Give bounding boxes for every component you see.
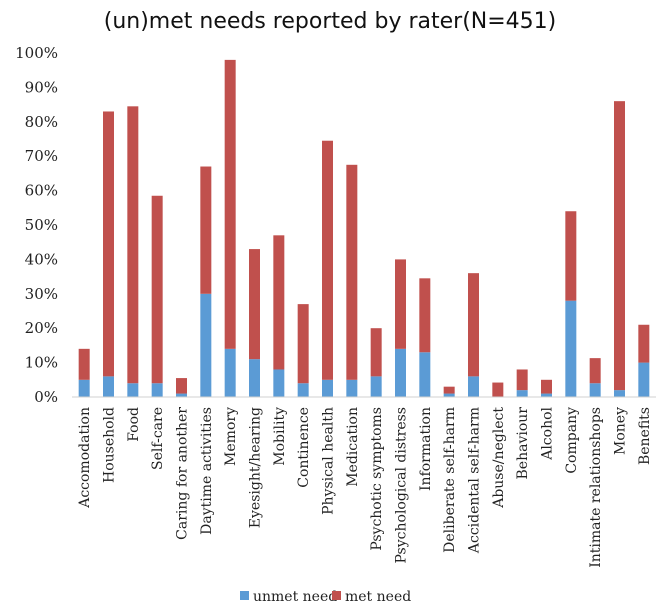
x-category-label: Abuse/neglect <box>491 407 507 509</box>
bar-unmet-need <box>443 393 455 397</box>
x-category-label: Deliberate self-harm <box>442 407 458 553</box>
legend-label: met need <box>345 589 411 605</box>
x-category-label: Food <box>126 407 142 442</box>
bar-unmet-need <box>273 369 285 397</box>
bar-unmet-need <box>127 383 139 397</box>
bar-unmet-need <box>541 393 552 397</box>
bar-met-need <box>541 379 552 394</box>
bar-met-need <box>589 358 601 384</box>
x-category-label: Mobility <box>272 407 288 466</box>
bar-unmet-need <box>78 379 90 397</box>
bar-unmet-need <box>638 362 650 397</box>
bar-met-need <box>249 249 260 360</box>
y-tick-label: 40% <box>25 250 58 268</box>
bar-unmet-need <box>176 393 187 397</box>
bar-met-need <box>78 348 90 380</box>
y-tick-label: 80% <box>25 113 58 131</box>
bar-met-need <box>127 106 139 384</box>
y-tick-label: 0% <box>34 388 58 406</box>
bar-unmet-need <box>468 376 479 397</box>
y-tick-label: 90% <box>25 78 58 96</box>
legend-swatch <box>332 591 341 600</box>
bar-unmet-need <box>200 293 212 397</box>
bar-met-need <box>468 273 479 377</box>
legend: unmet need met need <box>240 589 411 605</box>
x-axis-labels: Accomodation Household Food Self-care Caring… <box>77 406 653 567</box>
legend-swatch <box>240 591 249 600</box>
bar-met-need <box>492 382 504 397</box>
x-category-label: Company <box>564 407 580 474</box>
y-tick-label: 20% <box>25 319 58 337</box>
bar-met-need <box>176 378 187 394</box>
bar-unmet-need <box>419 352 431 397</box>
y-tick-label: 60% <box>25 182 58 200</box>
bar-unmet-need <box>224 348 236 397</box>
y-tick-label: 50% <box>25 216 58 234</box>
bars <box>78 59 650 397</box>
bar-unmet-need <box>589 383 601 397</box>
x-category-label: Intimate relationshops <box>588 407 604 568</box>
bar-met-need <box>346 164 358 380</box>
bar-met-need <box>103 111 114 377</box>
x-category-label: Daytime activities <box>199 407 215 535</box>
bar-unmet-need <box>614 390 625 397</box>
y-tick-label: 10% <box>25 354 58 372</box>
x-category-label: Alcohol <box>540 406 556 460</box>
legend-label: unmet need <box>253 589 337 605</box>
x-category-label: Physical health <box>321 407 337 515</box>
bar-unmet-need <box>151 383 163 397</box>
bar-unmet-need <box>322 379 333 397</box>
bar-met-need <box>322 140 333 380</box>
x-category-label: Eyesight/hearing <box>248 407 264 528</box>
bar-met-need <box>200 166 212 294</box>
bar-met-need <box>395 259 406 349</box>
bar-unmet-need <box>103 376 114 397</box>
bar-met-need <box>224 59 236 349</box>
bar-unmet-need <box>395 348 406 397</box>
bar-met-need <box>297 304 309 384</box>
bar-unmet-need <box>516 390 528 397</box>
x-category-label: Psychotic symptoms <box>369 407 385 551</box>
x-category-label: Accidental self-harm <box>467 407 483 554</box>
bar-met-need <box>516 369 528 391</box>
y-tick-label: 100% <box>15 44 58 62</box>
x-category-label: Money <box>613 407 629 455</box>
bar-met-need <box>419 278 431 353</box>
x-category-label: Medication <box>345 407 361 487</box>
x-category-label: Behaviour <box>515 407 531 480</box>
bar-unmet-need <box>565 300 577 397</box>
x-category-label: Self-care <box>150 407 166 470</box>
bar-met-need <box>443 386 455 394</box>
y-tick-label: 30% <box>25 285 58 303</box>
x-category-label: Caring for another <box>175 407 191 540</box>
y-axis-ticks: 0% 10% 20% 30% 40% 50% 60% 70% 80% 90% 100% <box>15 44 58 406</box>
chart-title: (un)met needs reported by rater(N=451) <box>104 9 557 34</box>
bar-unmet-need <box>370 376 382 397</box>
x-category-label: Psychological distress <box>394 407 410 563</box>
bar-met-need <box>614 101 625 391</box>
x-category-label: Accomodation <box>77 407 93 509</box>
bar-met-need <box>565 211 577 301</box>
x-category-label: Memory <box>223 407 239 466</box>
bar-unmet-need <box>346 379 358 397</box>
bar-met-need <box>638 324 650 363</box>
bar-met-need <box>151 195 163 384</box>
bar-unmet-need <box>249 359 260 397</box>
y-tick-label: 70% <box>25 147 58 165</box>
x-category-label: Information <box>418 407 434 491</box>
x-category-label: Household <box>102 407 118 483</box>
bar-met-need <box>370 328 382 377</box>
x-category-label: Continence <box>296 407 312 488</box>
bar-met-need <box>273 235 285 370</box>
x-category-label: Benefits <box>637 407 653 465</box>
bar-unmet-need <box>297 383 309 397</box>
